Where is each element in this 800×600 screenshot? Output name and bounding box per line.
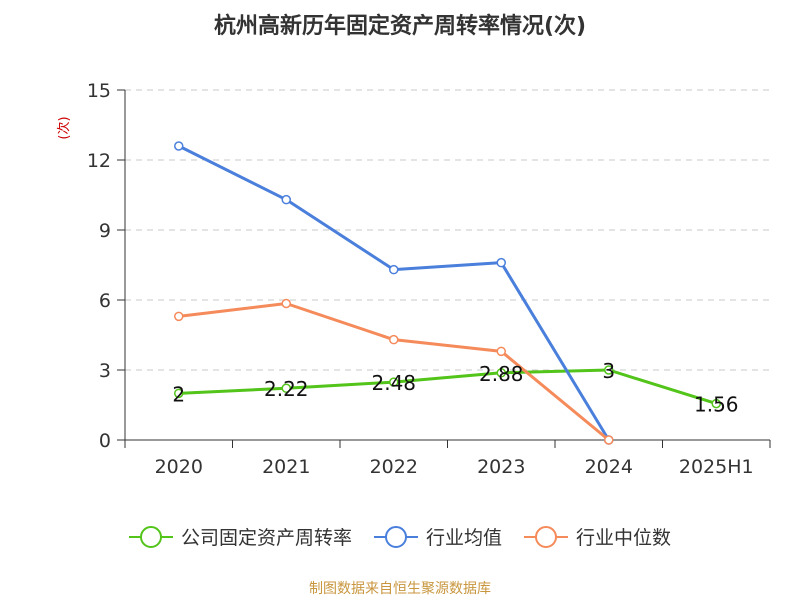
y-tick-label: 15 <box>87 80 111 102</box>
x-tick-label: 2021 <box>262 456 310 478</box>
y-tick-label: 3 <box>99 360 111 382</box>
legend-marker <box>140 526 162 548</box>
y-tick-label: 6 <box>99 290 111 312</box>
data-point <box>711 398 721 409</box>
x-tick-label: 2024 <box>585 456 633 478</box>
y-tick-label: 0 <box>99 430 111 452</box>
x-tick-label: 2023 <box>477 456 525 478</box>
data-point <box>389 264 399 275</box>
legend-label: 行业均值 <box>426 527 502 549</box>
data-label: 1.56 <box>694 393 739 417</box>
data-label: 2.88 <box>479 362 524 386</box>
data-labels: 2 2.22 2.48 2.88 3 1.56 <box>172 359 738 417</box>
data-point <box>496 346 506 357</box>
axes: 0 3 6 9 12 15 2020 2021 2022 2023 2024 2025H1 <box>87 80 771 478</box>
data-point <box>496 257 506 268</box>
y-axis-unit-label: (次) <box>56 116 72 139</box>
data-point <box>389 334 399 345</box>
x-tick-label: 2020 <box>155 456 203 478</box>
data-point <box>604 365 614 375</box>
series-line-2 <box>178 144 611 441</box>
grid-lines <box>125 89 770 371</box>
series <box>174 141 721 445</box>
data-point <box>174 388 184 399</box>
data-point <box>174 141 184 151</box>
legend: 公司固定资产周转率 行业均值 行业中位数 <box>129 526 671 549</box>
data-point <box>389 377 399 387</box>
legend-item-1: 公司固定资产周转率 <box>129 526 352 549</box>
legend-label: 行业中位数 <box>576 527 671 549</box>
data-point <box>604 435 614 445</box>
legend-item-2: 行业均值 <box>374 526 502 549</box>
y-tick-label: 12 <box>87 150 111 172</box>
source-note: 制图数据来自恒生聚源数据库 <box>309 581 491 597</box>
legend-label: 公司固定资产周转率 <box>181 527 352 549</box>
x-tick-label: 2022 <box>370 456 418 478</box>
legend-marker <box>385 526 407 548</box>
legend-item-3: 行业中位数 <box>524 526 671 549</box>
data-label: 2.48 <box>371 371 416 395</box>
series-line-1 <box>178 368 717 406</box>
legend-marker <box>535 526 557 548</box>
chart-title: 杭州高新历年固定资产周转率情况(次) <box>213 14 587 39</box>
data-point <box>496 368 506 378</box>
data-point <box>281 194 291 205</box>
data-label: 3 <box>602 359 615 383</box>
data-point <box>174 311 184 322</box>
y-tick-label: 9 <box>99 220 111 242</box>
data-point <box>281 298 291 309</box>
data-label: 2.22 <box>264 377 309 401</box>
data-label: 2 <box>172 382 185 406</box>
x-tick-label: 2025H1 <box>679 456 754 478</box>
data-point <box>281 383 291 393</box>
